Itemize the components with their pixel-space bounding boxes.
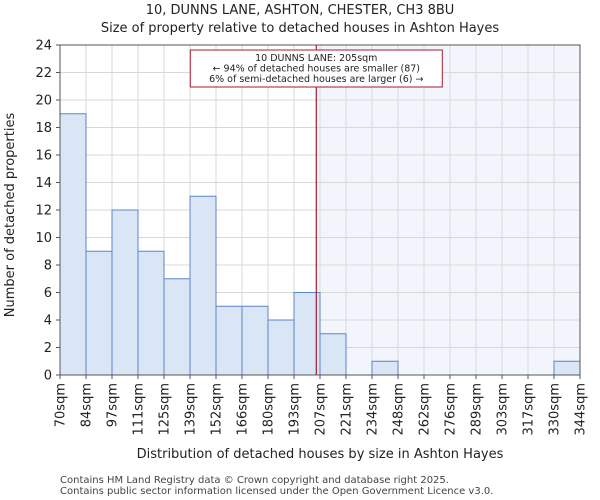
x-tick-label-234sqm: 234sqm (366, 383, 381, 436)
bars (59, 113, 581, 376)
annotation-line-1: 10 DUNNS LANE: 205sqm (255, 53, 377, 64)
annotation-line-3: 6% of semi-detached houses are larger (6… (209, 74, 423, 85)
bar-234sqm (371, 360, 399, 376)
x-tick-label-152sqm: 152sqm (210, 383, 225, 436)
y-tick-label-12: 12 (35, 204, 52, 219)
x-tick-label-180sqm: 180sqm (262, 383, 277, 436)
bar-125sqm (163, 278, 191, 376)
y-tick-label-4: 4 (44, 314, 52, 329)
footer-line-1: Contains HM Land Registry data © Crown c… (60, 475, 449, 486)
x-tick-label-84sqm: 84sqm (80, 383, 95, 427)
x-tick-label-262sqm: 262sqm (418, 383, 433, 436)
bar-180sqm (267, 319, 295, 376)
y-tick-label-22: 22 (35, 66, 52, 81)
y-tick-label-16: 16 (35, 149, 52, 164)
y-tick-label-24: 24 (35, 39, 52, 54)
annotation-line-2: ← 94% of detached houses are smaller (87… (213, 64, 420, 75)
bar-97sqm (111, 209, 139, 376)
x-tick-label-111sqm: 111sqm (132, 383, 147, 436)
x-tick-label-303sqm: 303sqm (496, 383, 511, 436)
y-tick-label-2: 2 (44, 341, 52, 356)
chart-subtitle: Size of property relative to detached ho… (101, 21, 500, 36)
x-tick-label-289sqm: 289sqm (470, 383, 485, 436)
y-tick-label-8: 8 (44, 259, 52, 274)
y-tick-label-20: 20 (35, 94, 52, 109)
x-tick-label-276sqm: 276sqm (444, 383, 459, 436)
x-tick-label-97sqm: 97sqm (106, 383, 121, 427)
x-tick-label-70sqm: 70sqm (54, 383, 69, 427)
bar-84sqm (85, 250, 113, 376)
y-tick-label-0: 0 (44, 369, 52, 384)
bar-152sqm (215, 305, 243, 376)
x-tick-label-193sqm: 193sqm (288, 383, 303, 436)
x-tick-label-317sqm: 317sqm (522, 383, 537, 436)
y-tick-label-6: 6 (44, 286, 52, 301)
bar-330sqm (553, 360, 581, 376)
bar-111sqm (137, 250, 165, 376)
bar-70sqm (59, 113, 87, 376)
bar-207sqm (319, 333, 347, 376)
y-tick-label-14: 14 (35, 176, 52, 191)
x-tick-label-139sqm: 139sqm (184, 383, 199, 436)
x-tick-label-221sqm: 221sqm (340, 383, 355, 436)
bar-166sqm (241, 305, 269, 376)
x-axis-label: Distribution of detached houses by size … (137, 447, 504, 462)
x-tick-label-344sqm: 344sqm (574, 383, 589, 436)
x-tick-label-248sqm: 248sqm (392, 383, 407, 436)
bar-193sqm (293, 292, 321, 376)
footer-line-2: Contains public sector information licen… (60, 486, 493, 497)
x-tick-label-166sqm: 166sqm (236, 383, 251, 436)
x-tick-label-207sqm: 207sqm (314, 383, 329, 436)
subject-annotation-box: 10 DUNNS LANE: 205sqm ← 94% of detached … (189, 49, 443, 88)
x-axis-ticks: 70sqm 84sqm 97sqm 111sqm 125sqm 139sqm 152sqm 1… (54, 375, 589, 436)
x-tick-label-125sqm: 125sqm (158, 383, 173, 436)
y-tick-label-10: 10 (35, 231, 52, 246)
bar-139sqm (189, 195, 217, 376)
x-tick-label-330sqm: 330sqm (548, 383, 563, 436)
annotation-box (189, 49, 443, 88)
y-tick-label-18: 18 (35, 121, 52, 136)
chart-title: 10, DUNNS LANE, ASHTON, CHESTER, CH3 8BU (146, 3, 455, 18)
y-axis-label: Number of detached properties (3, 113, 18, 318)
